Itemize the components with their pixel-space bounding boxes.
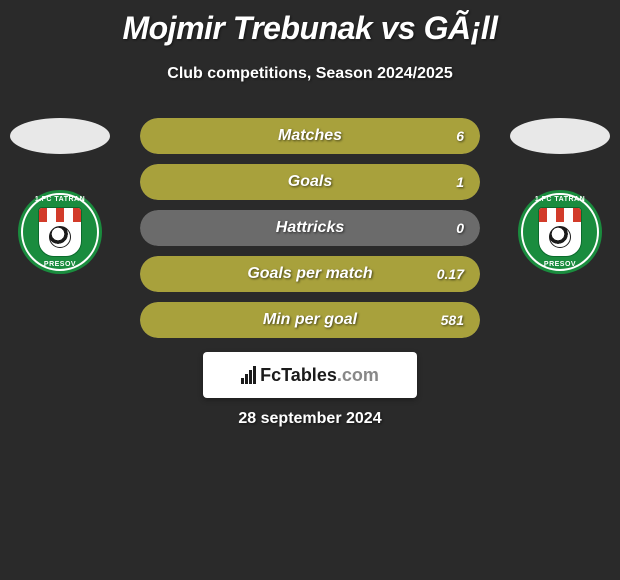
stat-bar-value: 1: [456, 174, 464, 190]
stat-bar: Min per goal 581: [140, 302, 480, 338]
badge-top-text: 1.FC TATRAN: [18, 196, 102, 203]
stat-bar-value: 0: [456, 220, 464, 236]
brand-text: FcTables.com: [260, 365, 379, 386]
badge-bottom-text: PRESOV: [18, 261, 102, 268]
player-left-avatar-placeholder: [10, 118, 110, 154]
player-left-column: 1.FC TATRAN PRESOV: [10, 118, 110, 274]
bar-chart-icon: [241, 366, 256, 384]
soccer-ball-icon: [549, 226, 571, 248]
badge-stripes: [539, 208, 581, 222]
soccer-ball-icon: [49, 226, 71, 248]
badge-ring: 1.FC TATRAN PRESOV: [18, 190, 102, 274]
stat-bar-label: Min per goal: [263, 311, 357, 329]
badge-bottom-text: PRESOV: [518, 261, 602, 268]
branding-badge: FcTables.com: [203, 352, 417, 398]
stat-bar-label: Matches: [278, 127, 342, 145]
badge-shield: [538, 207, 582, 257]
player-right-avatar-placeholder: [510, 118, 610, 154]
date-label: 28 september 2024: [0, 410, 620, 428]
stat-bar-value: 0.17: [437, 266, 464, 282]
stat-bar-label: Hattricks: [276, 219, 344, 237]
stat-bar-label: Goals: [288, 173, 332, 191]
brand-suffix: .com: [337, 365, 379, 385]
stats-panel: Matches 6 Goals 1 Hattricks 0 Goals per match 0…: [140, 118, 480, 348]
badge-ring: 1.FC TATRAN PRESOV: [518, 190, 602, 274]
stat-bar-value: 581: [441, 312, 464, 328]
stat-bar-label: Goals per match: [247, 265, 372, 283]
stat-bar: Matches 6: [140, 118, 480, 154]
stat-bar: Goals per match 0.17: [140, 256, 480, 292]
badge-stripes: [39, 208, 81, 222]
badge-shield: [38, 207, 82, 257]
stat-bar: Goals 1: [140, 164, 480, 200]
player-right-column: 1.FC TATRAN PRESOV: [510, 118, 610, 274]
badge-top-text: 1.FC TATRAN: [518, 196, 602, 203]
stat-bar: Hattricks 0: [140, 210, 480, 246]
player-left-club-badge: 1.FC TATRAN PRESOV: [18, 190, 102, 274]
brand-name: FcTables: [260, 365, 337, 385]
player-right-club-badge: 1.FC TATRAN PRESOV: [518, 190, 602, 274]
stat-bar-value: 6: [456, 128, 464, 144]
page-title: Mojmir Trebunak vs GÃ¡ll: [0, 0, 620, 47]
subtitle: Club competitions, Season 2024/2025: [0, 65, 620, 83]
